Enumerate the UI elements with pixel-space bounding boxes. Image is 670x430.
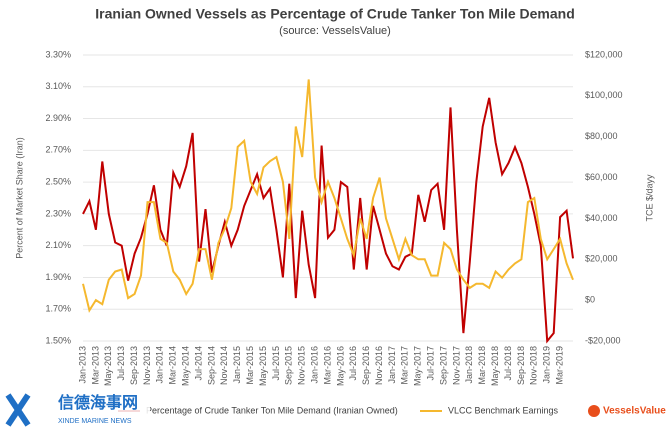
- y-tick-label: 2.30%: [45, 208, 71, 218]
- y-axis-title: Percent of Market Share (Iran): [14, 137, 24, 259]
- x-tick-label: Sep-2015: [284, 346, 294, 385]
- x-tick-label: Mar-2019: [554, 346, 564, 385]
- x-tick-label: May-2017: [413, 346, 423, 386]
- x-tick-label: May-2016: [335, 346, 345, 386]
- y-tick-label: 2.50%: [45, 176, 71, 186]
- x-tick-label: Nov-2016: [374, 346, 384, 385]
- y2-tick-label: $60,000: [585, 172, 618, 182]
- watermark-icon: [5, 393, 31, 427]
- x-tick-label: Sep-2013: [129, 346, 139, 385]
- series-line: [82, 79, 574, 313]
- brand-icon: [588, 405, 600, 417]
- x-tick-label: Jul-2017: [426, 346, 436, 381]
- x-tick-label: Jan-2016: [309, 346, 319, 384]
- x-tick-label: Nov-2013: [142, 346, 152, 385]
- x-tick-label: May-2018: [490, 346, 500, 386]
- x-tick-label: Nov-2018: [529, 346, 539, 385]
- chart-title: Iranian Owned Vessels as Percentage of C…: [95, 6, 575, 22]
- chart-subtitle: (source: VesselsValue): [279, 25, 391, 37]
- y-tick-label: 1.70%: [45, 304, 71, 314]
- x-tick-label: Jul-2015: [271, 346, 281, 381]
- x-tick-label: Sep-2017: [438, 346, 448, 385]
- x-tick-label: May-2014: [181, 346, 191, 386]
- x-tick-label: Sep-2016: [361, 346, 371, 385]
- y2-tick-label: -$20,000: [585, 335, 621, 345]
- y-tick-label: 1.90%: [45, 272, 71, 282]
- x-tick-label: Jan-2014: [155, 346, 165, 384]
- y2-tick-label: $80,000: [585, 131, 618, 141]
- y-tick-label: 3.10%: [45, 81, 71, 91]
- x-tick-label: Jan-2013: [77, 346, 87, 384]
- x-tick-label: Mar-2018: [477, 346, 487, 385]
- x-tick-label: May-2015: [258, 346, 268, 386]
- y-tick-label: 3.30%: [45, 49, 71, 59]
- x-tick-label: Jan-2017: [387, 346, 397, 384]
- y2-tick-label: $120,000: [585, 49, 623, 59]
- x-tick-label: Mar-2017: [400, 346, 410, 385]
- watermark-chinese: 信德海事网: [58, 393, 138, 412]
- x-tick-label: Jul-2016: [348, 346, 358, 381]
- brand-name: VesselsValue: [603, 406, 666, 417]
- x-tick-label: Jul-2013: [116, 346, 126, 381]
- x-tick-label: Nov-2015: [297, 346, 307, 385]
- x-tick-label: Mar-2016: [322, 346, 332, 385]
- y2-tick-label: $100,000: [585, 90, 623, 100]
- legend-label: Percentage of Crude Tanker Ton Mile Dema…: [146, 405, 398, 415]
- y-tick-label: 2.70%: [45, 145, 71, 155]
- x-tick-label: Nov-2017: [451, 346, 461, 385]
- watermark-english: XINDE MARINE NEWS: [58, 418, 132, 425]
- y-tick-label: 2.90%: [45, 113, 71, 123]
- y-tick-label: 1.50%: [45, 335, 71, 345]
- x-tick-label: Mar-2013: [90, 346, 100, 385]
- y2-tick-label: $0: [585, 295, 595, 305]
- x-tick-label: Jan-2019: [542, 346, 552, 384]
- x-tick-label: Nov-2014: [219, 346, 229, 385]
- y2-tick-label: $40,000: [585, 213, 618, 223]
- x-tick-label: Jan-2015: [232, 346, 242, 384]
- x-tick-label: Mar-2015: [245, 346, 255, 385]
- x-tick-label: Sep-2014: [206, 346, 216, 385]
- x-tick-label: Jan-2018: [464, 346, 474, 384]
- y2-axis-title: TCE $/dayy: [644, 174, 654, 222]
- x-tick-label: May-2013: [103, 346, 113, 386]
- x-tick-label: Jul-2018: [503, 346, 513, 381]
- x-tick-label: Mar-2014: [168, 346, 178, 385]
- x-tick-label: Jul-2014: [193, 346, 203, 381]
- x-tick-label: Sep-2018: [516, 346, 526, 385]
- legend-label: VLCC Benchmark Earnings: [448, 405, 559, 415]
- y-tick-label: 2.10%: [45, 240, 71, 250]
- y2-tick-label: $20,000: [585, 254, 618, 264]
